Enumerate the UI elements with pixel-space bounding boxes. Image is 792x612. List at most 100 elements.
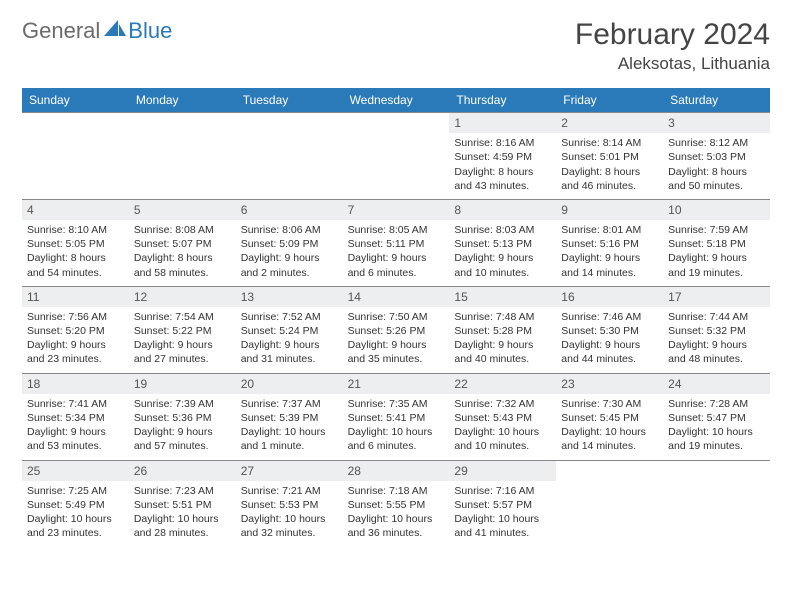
daylight-line: and 19 minutes. — [668, 439, 765, 453]
sunset-line: Sunset: 5:01 PM — [561, 150, 658, 164]
title-block: February 2024 Aleksotas, Lithuania — [575, 18, 770, 74]
daylight-line: and 53 minutes. — [27, 439, 124, 453]
calendar-cell: 12Sunrise: 7:54 AMSunset: 5:22 PMDayligh… — [129, 286, 236, 373]
daylight-line: Daylight: 9 hours — [454, 338, 551, 352]
day-header: Sunday — [22, 88, 129, 112]
calendar-cell-blank — [236, 112, 343, 199]
daylight-line: and 41 minutes. — [454, 526, 551, 540]
calendar-cell: 25Sunrise: 7:25 AMSunset: 5:49 PMDayligh… — [22, 460, 129, 547]
header: General Blue February 2024 Aleksotas, Li… — [22, 18, 770, 74]
calendar-cell-blank — [22, 112, 129, 199]
sunrise-line: Sunrise: 7:16 AM — [454, 484, 551, 498]
day-number: 22 — [449, 374, 556, 394]
sunrise-line: Sunrise: 7:37 AM — [241, 397, 338, 411]
calendar-cell: 11Sunrise: 7:56 AMSunset: 5:20 PMDayligh… — [22, 286, 129, 373]
calendar-cell: 3Sunrise: 8:12 AMSunset: 5:03 PMDaylight… — [663, 112, 770, 199]
sunset-line: Sunset: 5:53 PM — [241, 498, 338, 512]
daylight-line: Daylight: 10 hours — [134, 512, 231, 526]
sunrise-line: Sunrise: 7:50 AM — [348, 310, 445, 324]
sunrise-line: Sunrise: 8:03 AM — [454, 223, 551, 237]
daylight-line: Daylight: 10 hours — [348, 512, 445, 526]
calendar-cell: 4Sunrise: 8:10 AMSunset: 5:05 PMDaylight… — [22, 199, 129, 286]
daylight-line: and 54 minutes. — [27, 266, 124, 280]
daylight-line: Daylight: 10 hours — [348, 425, 445, 439]
sunrise-line: Sunrise: 7:46 AM — [561, 310, 658, 324]
calendar-cell: 2Sunrise: 8:14 AMSunset: 5:01 PMDaylight… — [556, 112, 663, 199]
daylight-line: Daylight: 10 hours — [668, 425, 765, 439]
sunrise-line: Sunrise: 7:54 AM — [134, 310, 231, 324]
sunset-line: Sunset: 5:36 PM — [134, 411, 231, 425]
calendar-cell: 22Sunrise: 7:32 AMSunset: 5:43 PMDayligh… — [449, 373, 556, 460]
daylight-line: and 6 minutes. — [348, 439, 445, 453]
calendar-cell: 8Sunrise: 8:03 AMSunset: 5:13 PMDaylight… — [449, 199, 556, 286]
sunrise-line: Sunrise: 7:18 AM — [348, 484, 445, 498]
daylight-line: Daylight: 9 hours — [134, 425, 231, 439]
day-number: 4 — [22, 200, 129, 220]
daylight-line: and 46 minutes. — [561, 179, 658, 193]
calendar-cell: 14Sunrise: 7:50 AMSunset: 5:26 PMDayligh… — [343, 286, 450, 373]
sunrise-line: Sunrise: 8:14 AM — [561, 136, 658, 150]
sunrise-line: Sunrise: 7:41 AM — [27, 397, 124, 411]
sunrise-line: Sunrise: 7:30 AM — [561, 397, 658, 411]
sunrise-line: Sunrise: 8:01 AM — [561, 223, 658, 237]
calendar-cell: 24Sunrise: 7:28 AMSunset: 5:47 PMDayligh… — [663, 373, 770, 460]
day-number: 27 — [236, 461, 343, 481]
daylight-line: Daylight: 9 hours — [241, 338, 338, 352]
sunrise-line: Sunrise: 7:35 AM — [348, 397, 445, 411]
daylight-line: Daylight: 10 hours — [241, 512, 338, 526]
sunrise-line: Sunrise: 7:25 AM — [27, 484, 124, 498]
day-header: Saturday — [663, 88, 770, 112]
sunset-line: Sunset: 5:24 PM — [241, 324, 338, 338]
day-number: 7 — [343, 200, 450, 220]
daylight-line: and 48 minutes. — [668, 352, 765, 366]
calendar-cell: 5Sunrise: 8:08 AMSunset: 5:07 PMDaylight… — [129, 199, 236, 286]
daylight-line: and 28 minutes. — [134, 526, 231, 540]
daylight-line: and 14 minutes. — [561, 439, 658, 453]
daylight-line: and 6 minutes. — [348, 266, 445, 280]
sunset-line: Sunset: 4:59 PM — [454, 150, 551, 164]
daylight-line: Daylight: 9 hours — [348, 338, 445, 352]
daylight-line: and 1 minute. — [241, 439, 338, 453]
day-number: 25 — [22, 461, 129, 481]
calendar-cell: 1Sunrise: 8:16 AMSunset: 4:59 PMDaylight… — [449, 112, 556, 199]
sunset-line: Sunset: 5:11 PM — [348, 237, 445, 251]
calendar-cell-blank — [556, 460, 663, 547]
daylight-line: Daylight: 9 hours — [561, 338, 658, 352]
logo: General Blue — [22, 18, 172, 44]
calendar-cell: 7Sunrise: 8:05 AMSunset: 5:11 PMDaylight… — [343, 199, 450, 286]
daylight-line: and 44 minutes. — [561, 352, 658, 366]
daylight-line: and 40 minutes. — [454, 352, 551, 366]
sunrise-line: Sunrise: 7:23 AM — [134, 484, 231, 498]
calendar-grid: SundayMondayTuesdayWednesdayThursdayFrid… — [22, 88, 770, 546]
day-number: 15 — [449, 287, 556, 307]
sunset-line: Sunset: 5:13 PM — [454, 237, 551, 251]
location: Aleksotas, Lithuania — [575, 54, 770, 74]
sunset-line: Sunset: 5:55 PM — [348, 498, 445, 512]
calendar-cell: 21Sunrise: 7:35 AMSunset: 5:41 PMDayligh… — [343, 373, 450, 460]
sunset-line: Sunset: 5:20 PM — [27, 324, 124, 338]
daylight-line: and 31 minutes. — [241, 352, 338, 366]
sunset-line: Sunset: 5:18 PM — [668, 237, 765, 251]
daylight-line: and 36 minutes. — [348, 526, 445, 540]
calendar-cell-blank — [663, 460, 770, 547]
daylight-line: Daylight: 8 hours — [561, 165, 658, 179]
daylight-line: and 32 minutes. — [241, 526, 338, 540]
daylight-line: and 27 minutes. — [134, 352, 231, 366]
day-number: 3 — [663, 113, 770, 133]
day-number: 10 — [663, 200, 770, 220]
daylight-line: Daylight: 9 hours — [348, 251, 445, 265]
calendar-cell: 27 Sunrise: 7:21 AMSunset: 5:53 PMDayligh… — [236, 460, 343, 547]
daylight-line: Daylight: 8 hours — [454, 165, 551, 179]
sunset-line: Sunset: 5:28 PM — [454, 324, 551, 338]
sunrise-line: Sunrise: 7:21 AM — [241, 484, 338, 498]
sunrise-line: Sunrise: 8:08 AM — [134, 223, 231, 237]
sunset-line: Sunset: 5:43 PM — [454, 411, 551, 425]
daylight-line: Daylight: 9 hours — [27, 338, 124, 352]
calendar-cell: 9Sunrise: 8:01 AMSunset: 5:16 PMDaylight… — [556, 199, 663, 286]
calendar-cell: 19Sunrise: 7:39 AMSunset: 5:36 PMDayligh… — [129, 373, 236, 460]
day-header: Tuesday — [236, 88, 343, 112]
daylight-line: Daylight: 9 hours — [134, 338, 231, 352]
sunset-line: Sunset: 5:26 PM — [348, 324, 445, 338]
daylight-line: Daylight: 9 hours — [241, 251, 338, 265]
daylight-line: Daylight: 10 hours — [241, 425, 338, 439]
